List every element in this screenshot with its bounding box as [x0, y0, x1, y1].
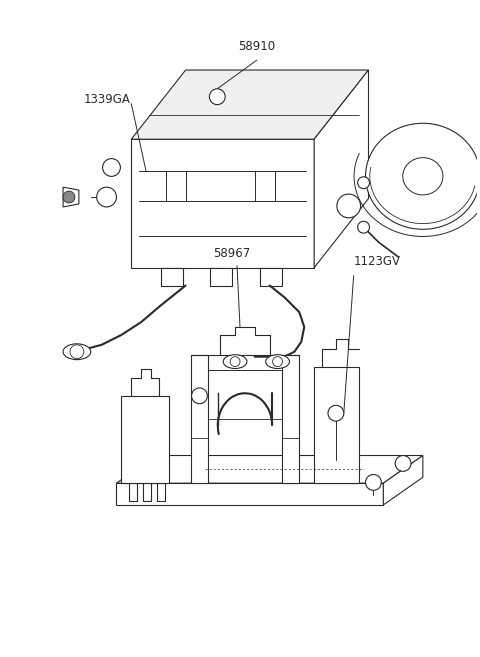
Ellipse shape — [63, 344, 91, 359]
Polygon shape — [384, 455, 423, 505]
Circle shape — [273, 357, 283, 367]
Circle shape — [209, 89, 225, 104]
Circle shape — [395, 455, 411, 471]
Ellipse shape — [266, 355, 289, 369]
Circle shape — [230, 357, 240, 367]
Polygon shape — [117, 455, 423, 483]
Polygon shape — [63, 187, 79, 207]
Polygon shape — [121, 396, 169, 483]
Circle shape — [337, 194, 360, 218]
Text: 58967: 58967 — [214, 247, 251, 260]
Circle shape — [96, 187, 117, 207]
Polygon shape — [314, 367, 359, 483]
Circle shape — [192, 388, 207, 403]
Circle shape — [103, 158, 120, 176]
Circle shape — [358, 177, 370, 189]
Circle shape — [63, 191, 75, 203]
Text: 58910: 58910 — [238, 40, 276, 53]
Polygon shape — [161, 267, 183, 286]
Circle shape — [328, 405, 344, 421]
Polygon shape — [210, 267, 232, 286]
Polygon shape — [191, 355, 208, 483]
Polygon shape — [260, 267, 281, 286]
Ellipse shape — [403, 158, 443, 195]
Polygon shape — [131, 139, 314, 267]
Circle shape — [70, 345, 84, 359]
Text: 1123GV: 1123GV — [354, 255, 401, 267]
Polygon shape — [131, 70, 369, 139]
Ellipse shape — [223, 355, 247, 369]
Ellipse shape — [366, 124, 480, 229]
Circle shape — [358, 221, 370, 233]
Circle shape — [366, 474, 381, 490]
Polygon shape — [281, 355, 300, 483]
Text: 1339GA: 1339GA — [84, 93, 131, 106]
Polygon shape — [117, 483, 384, 505]
Polygon shape — [314, 70, 369, 267]
